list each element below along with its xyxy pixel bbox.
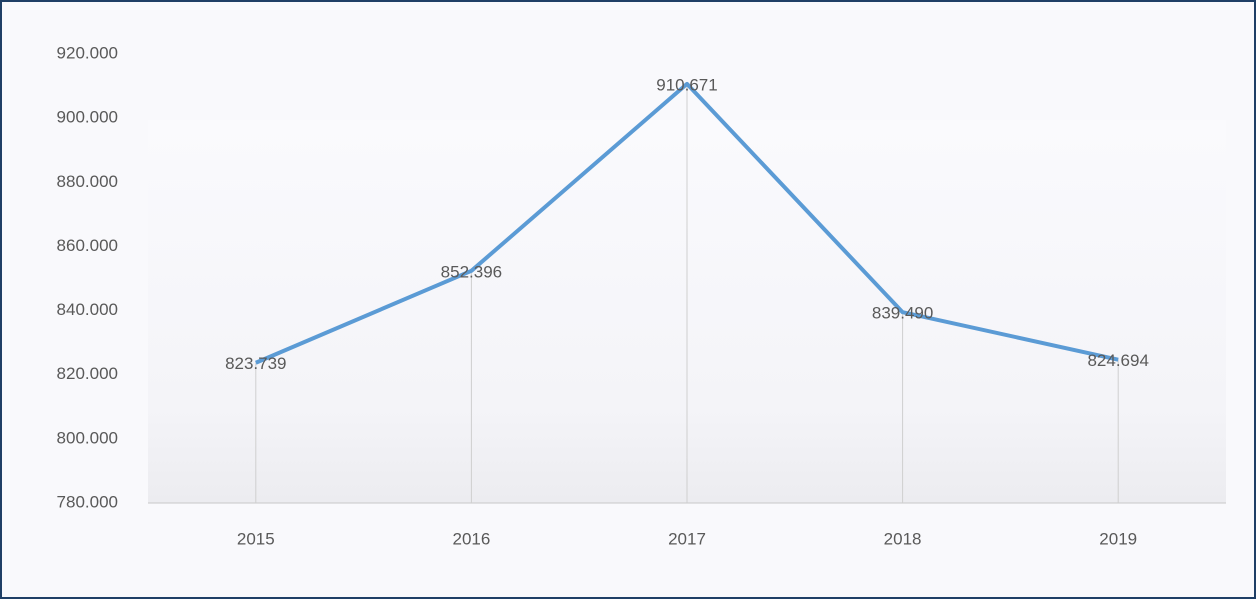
data-line (255, 81, 1119, 365)
x-tick-label: 2017 (668, 529, 706, 548)
y-tick-label: 840.000 (57, 300, 118, 319)
data-label: 839.490 (872, 304, 933, 323)
x-tick-label: 2016 (452, 529, 490, 548)
y-tick-label: 800.000 (57, 428, 118, 447)
y-tick-label: 880.000 (57, 172, 118, 191)
y-tick-label: 780.000 (57, 492, 118, 511)
data-label: 823.739 (225, 354, 286, 373)
y-tick-label: 860.000 (57, 236, 118, 255)
x-tick-label: 2018 (884, 529, 922, 548)
y-tick-label: 920.000 (57, 43, 118, 62)
data-label: 824.694 (1087, 351, 1148, 370)
y-tick-label: 900.000 (57, 108, 118, 127)
x-tick-label: 2019 (1099, 529, 1137, 548)
x-tick-label: 2015 (237, 529, 275, 548)
data-label: 910.671 (656, 75, 717, 94)
y-tick-label: 820.000 (57, 364, 118, 383)
data-label: 852.396 (441, 262, 502, 281)
